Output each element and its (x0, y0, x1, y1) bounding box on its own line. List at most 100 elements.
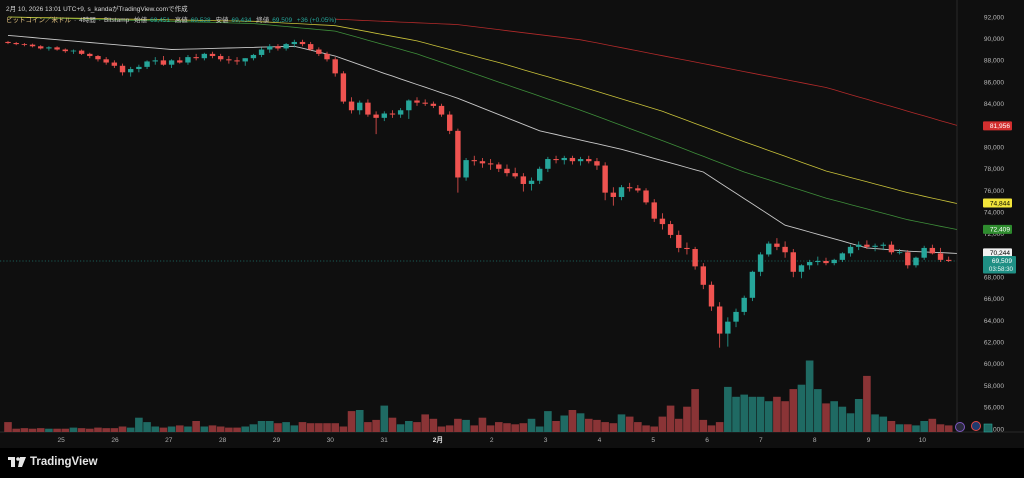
candle (38, 45, 44, 50)
volume-bar (617, 414, 626, 432)
candle (365, 99, 371, 117)
volume-bar (429, 418, 438, 432)
volume-bar (838, 406, 847, 432)
time-axis[interactable]: 25 26 27 28 29 30 31 2月 2 3 4 5 6 7 8 9 10 (57, 436, 926, 444)
candle (602, 162, 608, 201)
volume-bar (388, 417, 397, 432)
symbol-legend[interactable]: ビットコイン／米ドル · 4時間 · Bitstamp 始値 69,451 高値 69,52… (6, 17, 337, 24)
candle (708, 281, 715, 311)
candle (168, 59, 175, 68)
candle (234, 57, 240, 65)
volume-bar (372, 419, 380, 432)
candle (684, 242, 690, 255)
candle (201, 52, 208, 61)
candle (250, 53, 257, 61)
tradingview-logo[interactable]: TradingView (8, 456, 98, 468)
time-tick-label: 31 (380, 437, 388, 444)
candle (757, 252, 764, 277)
volume-bar (175, 425, 184, 432)
volume-bar (658, 416, 667, 432)
volume-bar (871, 414, 879, 432)
volume-bar (863, 375, 871, 432)
candle (929, 244, 936, 255)
candle (872, 243, 878, 252)
indicator-badge-icon[interactable] (983, 423, 993, 433)
candle (307, 41, 314, 51)
price-tick-label: 68,000 (984, 275, 1005, 282)
candle (921, 245, 927, 260)
volume-bar (331, 423, 339, 432)
candle (373, 111, 379, 135)
volume-bar (86, 428, 94, 432)
volume-bar (306, 423, 315, 432)
volume-bar (462, 419, 470, 432)
candle (389, 110, 396, 118)
candle (790, 249, 796, 278)
candle (95, 54, 101, 62)
volume-bar (527, 418, 536, 432)
volume-bar (944, 425, 953, 432)
candle (815, 256, 821, 266)
volume-bar (764, 401, 773, 432)
volume-bar (674, 418, 683, 432)
volume-bar (233, 427, 241, 432)
volume-bar (535, 426, 544, 432)
volume-bar (887, 421, 896, 432)
volume-bar (576, 413, 585, 432)
candle (226, 56, 232, 64)
time-tick-label: 2 (490, 437, 494, 444)
chart-frame: 92,00090,00088,00086,00084,00082,00080,0… (0, 0, 1024, 448)
candle (864, 240, 870, 250)
red-ma-marker-label: 81,956 (990, 123, 1011, 130)
volume-bar (36, 428, 45, 432)
volume-bar (282, 422, 290, 432)
price-tick-label: 86,000 (984, 79, 1005, 86)
green-ma-marker-label: 72,409 (990, 227, 1011, 234)
candle (798, 264, 805, 279)
low-value: 69,434 (231, 17, 252, 24)
open-label: 始値 (134, 17, 148, 24)
volume-bar (691, 389, 699, 432)
price-axis[interactable]: 92,00090,00088,00086,00084,00082,00080,0… (984, 14, 1005, 433)
replay-icon[interactable] (955, 422, 965, 432)
candle (54, 46, 60, 51)
symbol-interval[interactable]: 4時間 (79, 17, 96, 24)
volume-bar (257, 421, 266, 432)
countdown-label: 03:58:30 (989, 266, 1014, 273)
price-chart[interactable]: 92,00090,00088,00086,00084,00082,00080,0… (0, 0, 1024, 448)
volume-bar (928, 418, 937, 432)
volume-bar (544, 411, 552, 432)
price-tick-label: 54,000 (984, 426, 1005, 433)
candle (856, 241, 862, 251)
candle (594, 157, 600, 170)
candle (242, 58, 248, 66)
volume-bar (28, 428, 37, 432)
price-tick-label: 88,000 (984, 58, 1005, 65)
red-ma-marker-box (983, 121, 1012, 131)
volume-bar (315, 423, 323, 432)
volume-bar (707, 425, 716, 432)
time-tick-label: 6 (705, 437, 709, 444)
volume-bar (274, 423, 282, 432)
volume-bar (470, 425, 479, 432)
yellow-ma-marker-box (983, 198, 1012, 208)
volume-bar (208, 425, 217, 432)
volume-bar (503, 423, 511, 432)
volume-bar (323, 423, 331, 432)
time-tick-label: 28 (219, 437, 227, 444)
ma-line-white (7, 34, 957, 254)
bottom-icons (955, 421, 993, 433)
symbol-name[interactable]: ビットコイン／米ドル (6, 17, 71, 24)
volume-bar (634, 422, 642, 432)
flag-icon[interactable] (971, 421, 981, 431)
time-tick-label: 25 (57, 437, 65, 444)
candle (774, 238, 780, 251)
volume-bar (478, 417, 487, 432)
volume-bar (20, 428, 29, 432)
volume-bar (290, 425, 299, 432)
volume-bar (814, 389, 822, 432)
yellow-ma-marker-label: 74,844 (990, 200, 1011, 207)
candle (70, 49, 77, 54)
candle (111, 60, 118, 68)
